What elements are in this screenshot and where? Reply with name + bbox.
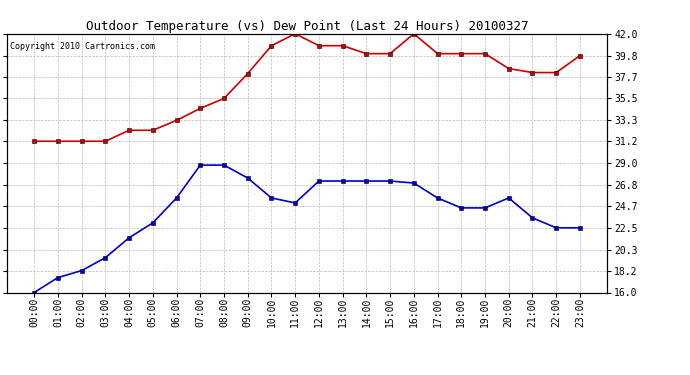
Text: Copyright 2010 Cartronics.com: Copyright 2010 Cartronics.com (10, 42, 155, 51)
Title: Outdoor Temperature (vs) Dew Point (Last 24 Hours) 20100327: Outdoor Temperature (vs) Dew Point (Last… (86, 20, 529, 33)
